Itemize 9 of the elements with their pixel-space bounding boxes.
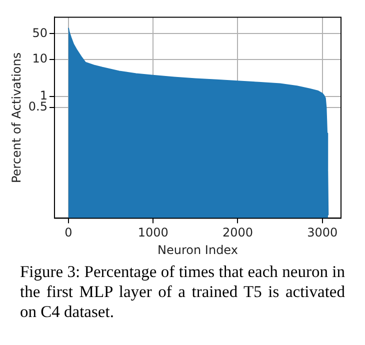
y-tick-label: 10 [32,52,48,66]
x-tick-label: 2000 [222,226,254,240]
x-tick-label: 3000 [307,226,338,240]
caption: Figure 3: Percentage of times that each neuron in the first MLP layer of a trained T5 is activated on C4 dataset. [20,262,345,322]
x-axis-title: Neuron Index [158,242,238,257]
y-tick-label: 50 [32,26,48,40]
x-tick-label: 0 [64,226,72,240]
y-axis-title: Percent of Activations [9,52,24,184]
x-tick-label: 1000 [138,226,168,240]
